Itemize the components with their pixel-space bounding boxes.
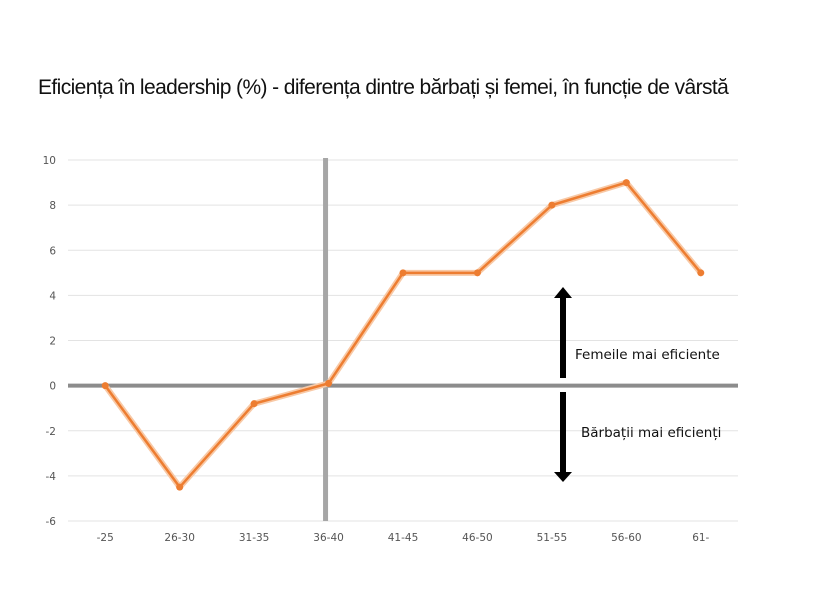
y-tick-label: 6 bbox=[49, 245, 56, 257]
data-point bbox=[622, 179, 630, 187]
y-tick-label: 8 bbox=[49, 200, 56, 212]
y-tick-label: -4 bbox=[46, 471, 57, 483]
data-point bbox=[325, 379, 333, 387]
x-tick-label: 36-40 bbox=[313, 532, 344, 544]
x-tick-label: 56-60 bbox=[611, 532, 642, 544]
series-glow bbox=[102, 179, 704, 491]
y-tick-label: -6 bbox=[46, 516, 57, 528]
x-tick-label: 61- bbox=[692, 532, 709, 544]
x-tick-label: -25 bbox=[97, 532, 114, 544]
annotation-women: Femeile mai eficiente bbox=[575, 347, 720, 363]
y-tick-label: -2 bbox=[46, 426, 56, 438]
chart-title: Eficiența în leadership (%) - diferența … bbox=[38, 76, 729, 99]
series-line bbox=[104, 181, 702, 489]
x-tick-label: 31-35 bbox=[239, 532, 270, 544]
down-arrow-head bbox=[554, 472, 572, 482]
data-point bbox=[548, 201, 556, 209]
data-point bbox=[697, 269, 705, 277]
data-point bbox=[250, 400, 258, 408]
y-tick-label: 4 bbox=[49, 290, 56, 302]
y-tick-label: 0 bbox=[49, 381, 56, 393]
data-point bbox=[399, 269, 407, 277]
annotation-men: Bărbații mai eficienți bbox=[581, 425, 721, 441]
x-tick-label: 26-30 bbox=[164, 532, 195, 544]
y-tick-label: 2 bbox=[49, 336, 56, 348]
up-arrow-head bbox=[554, 287, 572, 298]
x-tick-label: 46-50 bbox=[462, 532, 493, 544]
x-tick-label: 41-45 bbox=[388, 532, 419, 544]
data-point bbox=[176, 483, 184, 491]
data-point bbox=[473, 269, 481, 277]
x-tick-label: 51-55 bbox=[537, 532, 568, 544]
data-point bbox=[101, 382, 109, 390]
y-tick-label: 10 bbox=[43, 155, 56, 167]
